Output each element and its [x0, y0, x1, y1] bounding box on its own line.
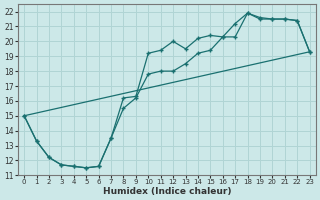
X-axis label: Humidex (Indice chaleur): Humidex (Indice chaleur) [103, 187, 231, 196]
